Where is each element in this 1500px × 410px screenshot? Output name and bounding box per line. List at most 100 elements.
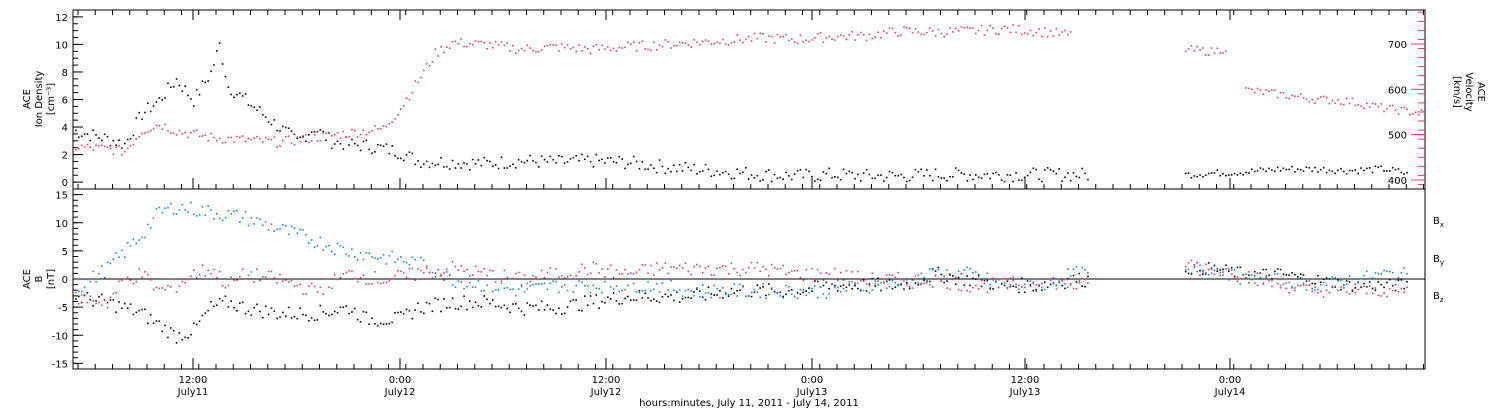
Bz-point [428, 272, 431, 274]
Bz-point [1366, 292, 1368, 295]
velocity-point [854, 39, 856, 41]
velocity-point [799, 34, 802, 37]
Bx-point [523, 314, 526, 316]
By-point [816, 296, 819, 299]
density-point [342, 148, 345, 150]
Bz-point [331, 287, 333, 290]
Bz-point [1015, 283, 1017, 286]
density-point [305, 140, 307, 143]
By-point [937, 268, 940, 271]
Bx-point [1190, 273, 1193, 275]
velocity-point [736, 34, 738, 36]
By-point [1360, 277, 1362, 280]
velocity-point [857, 33, 859, 36]
density-point [931, 179, 934, 182]
Bz-point [172, 278, 175, 281]
By-point [377, 258, 379, 260]
By-point [595, 287, 598, 290]
density-point [903, 176, 905, 179]
velocity-point [276, 146, 278, 148]
By-point [400, 256, 402, 258]
Bx-point [865, 290, 868, 292]
Bz-point [1363, 285, 1365, 288]
density-point [986, 172, 989, 175]
Bz-point [1069, 284, 1072, 286]
Bz-point [164, 288, 166, 291]
Bz-point [857, 270, 859, 273]
Bx-point [1009, 285, 1012, 288]
Bx-point [1397, 279, 1400, 282]
By-point [1271, 279, 1273, 282]
x-tick-day: July12 [384, 387, 416, 398]
By-point [592, 284, 595, 287]
density-point [1213, 172, 1216, 174]
By-point [328, 244, 330, 247]
Bz-point [457, 269, 460, 271]
density-point [957, 169, 960, 172]
Bz-point [710, 274, 713, 276]
density-point [1340, 167, 1342, 170]
Bz-point [1400, 287, 1403, 290]
Bz-point [437, 268, 439, 271]
Bx-point [1061, 284, 1063, 287]
density-point [244, 93, 247, 95]
velocity-point [492, 46, 494, 49]
By-point [368, 252, 370, 255]
Bx-point [417, 302, 419, 305]
velocity-point [704, 39, 707, 41]
Bx-point [969, 284, 971, 287]
By-point [170, 202, 172, 205]
Bz-point [998, 286, 1000, 289]
velocity-point [1389, 104, 1391, 107]
By-point [293, 227, 296, 229]
density-point [1403, 173, 1405, 175]
By-point [1366, 270, 1368, 272]
By-point [1274, 273, 1276, 275]
Bx-point [1271, 278, 1273, 280]
density-point [296, 137, 299, 140]
density-point [365, 139, 368, 142]
density-point [776, 177, 779, 180]
density-point [1230, 174, 1233, 176]
By-point [92, 270, 94, 273]
Bx-point [601, 300, 603, 303]
Bx-point [515, 303, 517, 305]
Bz-point [569, 274, 572, 277]
By-point [126, 241, 129, 244]
Bz-point [1325, 289, 1328, 292]
By-point [805, 294, 807, 297]
density-point [791, 178, 793, 181]
Bx-point [454, 307, 457, 310]
density-point [756, 174, 759, 177]
By-point [906, 279, 908, 281]
Bx-point [411, 317, 414, 320]
velocity-point [368, 131, 370, 134]
velocity-point [1058, 34, 1060, 36]
Bx-point [644, 292, 646, 295]
density-point [1049, 169, 1052, 171]
Bx-point [615, 300, 618, 302]
By-point [538, 283, 540, 285]
By-point [365, 252, 368, 254]
velocity-point [1213, 52, 1216, 54]
Bz-point [954, 276, 957, 279]
Bz-point [937, 277, 940, 280]
density-point [1351, 170, 1354, 172]
Bz-point [957, 288, 960, 291]
Bz-point [540, 269, 543, 272]
velocity-point [842, 35, 845, 37]
Bz-point [184, 281, 186, 284]
density-point [374, 151, 376, 153]
velocity-point [302, 136, 304, 139]
By-point [1216, 269, 1219, 271]
velocity-point [1357, 103, 1359, 106]
By-point [765, 297, 767, 300]
Bz-point [385, 281, 388, 284]
Bz-point [604, 276, 606, 278]
Bx-point [351, 311, 353, 313]
By-point [75, 289, 77, 291]
density-point [569, 158, 572, 160]
By-point [1256, 284, 1259, 287]
velocity-point [1029, 29, 1032, 32]
Bz-point [1236, 276, 1239, 278]
